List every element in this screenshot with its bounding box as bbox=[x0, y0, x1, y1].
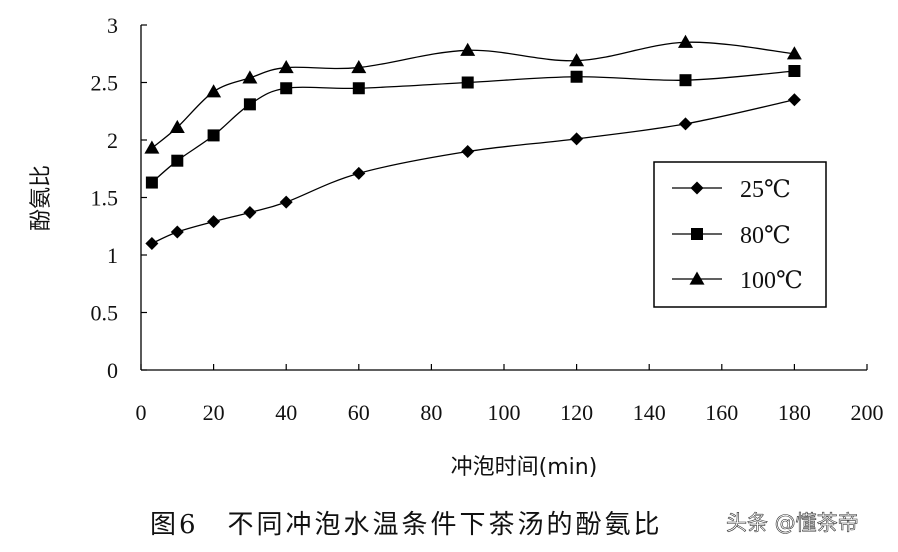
y-tick-label: 1.5 bbox=[91, 186, 119, 211]
data-point bbox=[280, 82, 293, 95]
data-point bbox=[278, 60, 294, 74]
data-point bbox=[351, 60, 367, 74]
legend-marker bbox=[689, 271, 705, 285]
data-point bbox=[170, 225, 184, 239]
x-tick-label: 160 bbox=[705, 400, 738, 425]
data-point bbox=[207, 215, 221, 229]
x-tick-label: 100 bbox=[488, 400, 521, 425]
data-point bbox=[145, 176, 158, 189]
y-axis-title: 酚氨比 bbox=[29, 165, 54, 231]
data-point bbox=[145, 237, 159, 250]
y-tick-label: 1 bbox=[107, 243, 118, 268]
y-tick-label: 3 bbox=[107, 13, 118, 38]
series-1 bbox=[145, 65, 801, 189]
data-point bbox=[679, 74, 692, 87]
x-tick-label: 60 bbox=[348, 400, 370, 425]
series-0 bbox=[145, 93, 801, 250]
data-point bbox=[679, 117, 692, 131]
data-point bbox=[207, 129, 220, 142]
x-tick-label: 20 bbox=[203, 400, 225, 425]
y-tick-label: 2.5 bbox=[91, 71, 119, 96]
x-tick-label: 140 bbox=[633, 400, 666, 425]
data-point bbox=[787, 93, 801, 107]
data-point bbox=[460, 42, 476, 56]
x-tick-label: 120 bbox=[560, 400, 593, 425]
legend-label: 80℃ bbox=[740, 223, 791, 249]
y-tick-label: 0.5 bbox=[91, 301, 119, 326]
figure-caption: 图6 不同冲泡水温条件下茶汤的酚氨比 bbox=[150, 510, 663, 540]
x-tick-label: 180 bbox=[778, 400, 811, 425]
data-point bbox=[169, 119, 185, 133]
legend-marker bbox=[691, 228, 703, 240]
data-point bbox=[279, 195, 293, 209]
data-point bbox=[206, 84, 222, 98]
y-tick-label: 0 bbox=[107, 358, 118, 383]
data-point bbox=[352, 166, 366, 180]
x-tick-label: 80 bbox=[420, 400, 442, 425]
series-line bbox=[151, 41, 795, 149]
legend: 25℃ 80℃ 100℃ bbox=[653, 161, 827, 308]
data-point bbox=[171, 154, 184, 167]
series-2 bbox=[144, 34, 802, 154]
data-point bbox=[352, 82, 365, 95]
data-point bbox=[243, 205, 257, 219]
series-layer bbox=[144, 34, 802, 250]
legend-marker bbox=[690, 181, 704, 195]
data-point bbox=[242, 70, 258, 84]
x-tick-label: 0 bbox=[136, 400, 147, 425]
data-point bbox=[569, 53, 585, 67]
data-point bbox=[243, 98, 256, 111]
x-axis-title: 冲泡时间(min) bbox=[451, 455, 598, 480]
data-point bbox=[786, 46, 802, 60]
data-point bbox=[144, 140, 160, 154]
x-tick-label: 40 bbox=[275, 400, 297, 425]
data-point bbox=[461, 145, 475, 158]
legend-label: 100℃ bbox=[740, 268, 803, 294]
data-point bbox=[461, 76, 474, 89]
x-tick-label: 200 bbox=[851, 400, 884, 425]
data-point bbox=[570, 70, 583, 83]
ticks: 0 20 40 60 80 100 120 140 160 180 200 0 0.5 1 1.5 2 2.5 3 bbox=[91, 13, 884, 425]
data-point bbox=[570, 132, 584, 146]
data-point bbox=[788, 65, 801, 77]
data-point bbox=[678, 34, 693, 48]
legend-label: 25℃ bbox=[740, 177, 791, 203]
watermark-text: 头条 @懂茶帝 bbox=[726, 511, 859, 535]
y-tick-label: 2 bbox=[107, 128, 118, 153]
